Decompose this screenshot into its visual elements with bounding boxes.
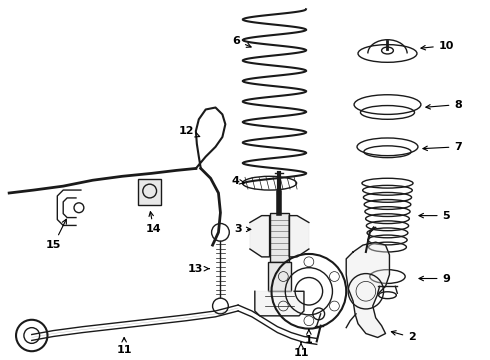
Polygon shape bbox=[255, 291, 304, 316]
Text: 5: 5 bbox=[419, 211, 450, 221]
Text: 11: 11 bbox=[293, 343, 309, 358]
Text: 14: 14 bbox=[146, 212, 161, 234]
Text: 4: 4 bbox=[231, 176, 245, 186]
Text: 15: 15 bbox=[46, 219, 66, 250]
Text: 3: 3 bbox=[234, 224, 251, 234]
Bar bbox=[268, 262, 291, 291]
Bar bbox=[138, 179, 162, 205]
Text: 2: 2 bbox=[392, 331, 416, 342]
Text: 11: 11 bbox=[117, 338, 132, 355]
Polygon shape bbox=[250, 216, 270, 257]
Polygon shape bbox=[346, 242, 390, 337]
Text: 9: 9 bbox=[419, 274, 450, 284]
Bar bbox=[270, 213, 289, 262]
Text: 1: 1 bbox=[305, 329, 313, 345]
Text: 13: 13 bbox=[188, 264, 209, 274]
Text: 8: 8 bbox=[426, 100, 462, 109]
Text: 6: 6 bbox=[232, 36, 251, 47]
Text: 10: 10 bbox=[421, 41, 454, 51]
Text: 7: 7 bbox=[423, 142, 462, 152]
Polygon shape bbox=[289, 216, 309, 257]
Text: 12: 12 bbox=[178, 126, 200, 137]
